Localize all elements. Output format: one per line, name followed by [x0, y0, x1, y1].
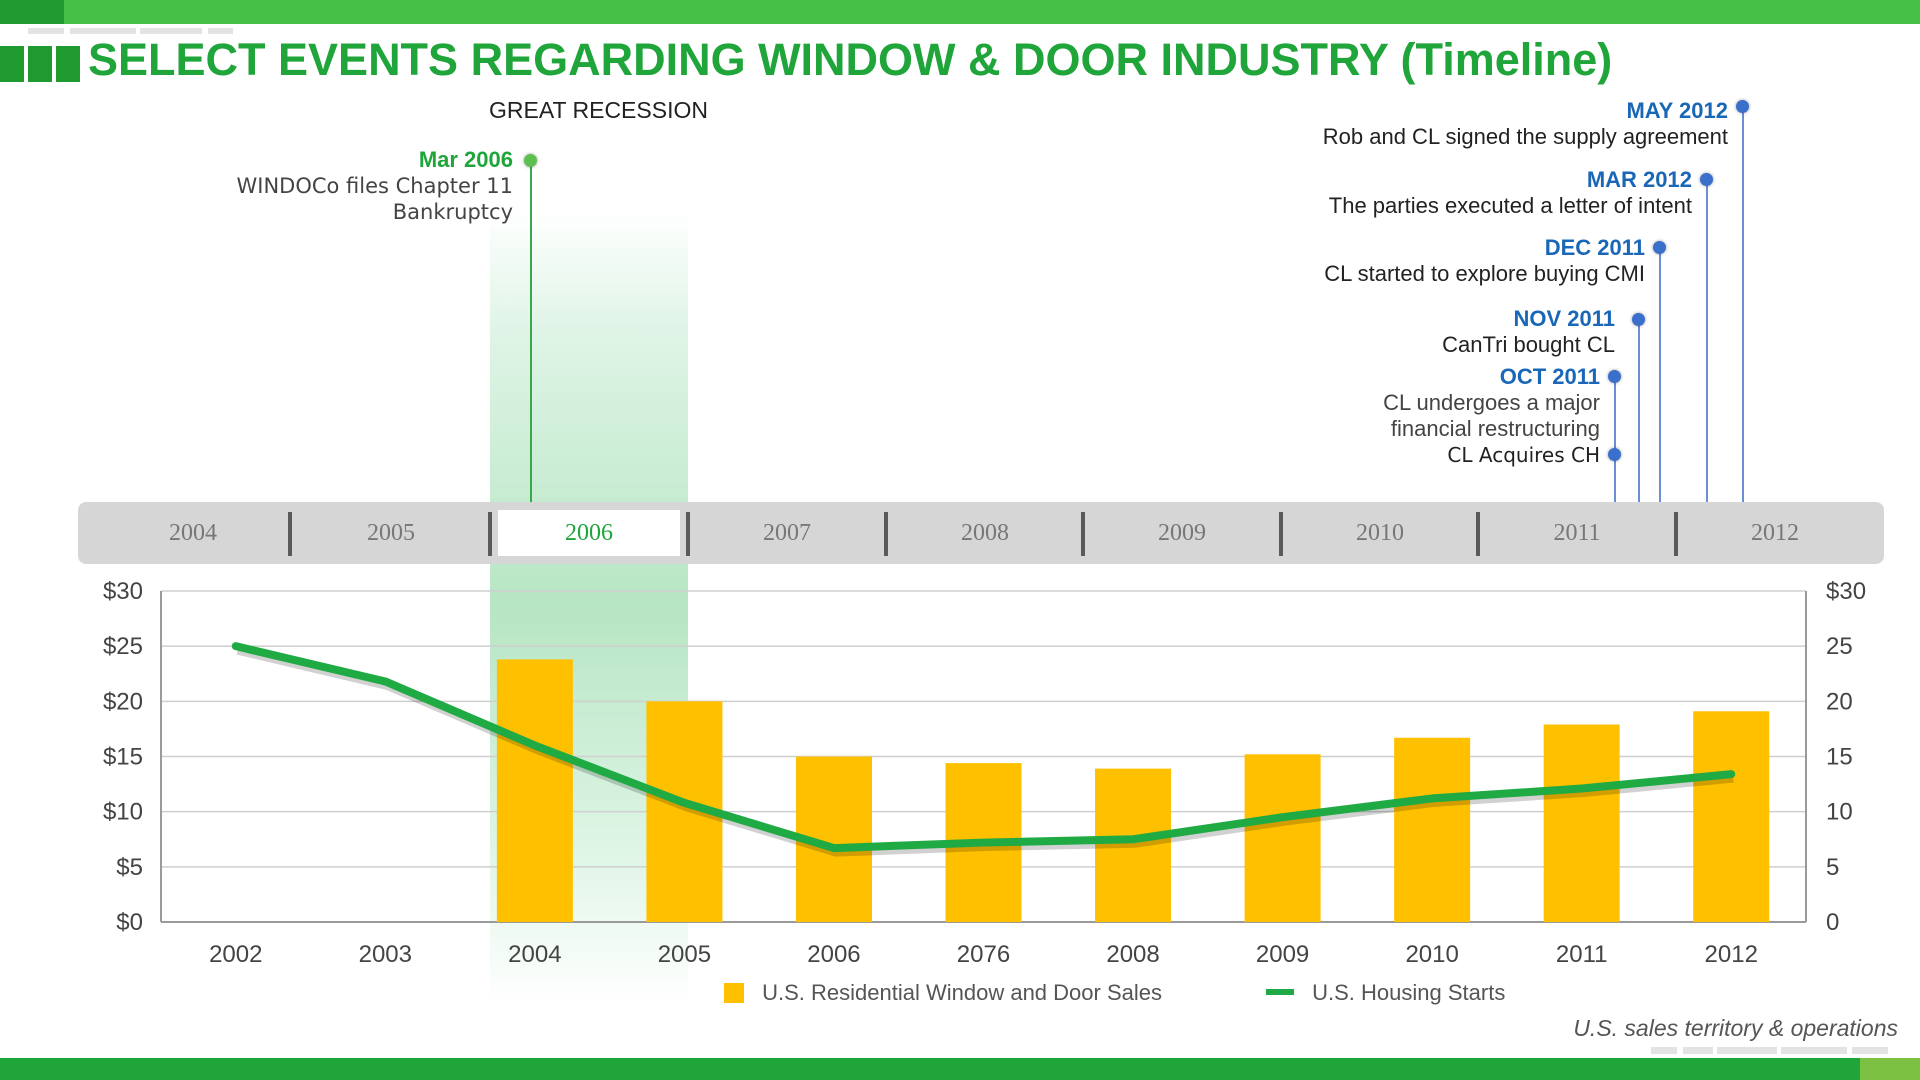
bar	[1244, 754, 1321, 922]
legend-swatch-line	[1266, 989, 1294, 995]
timeline-year[interactable]: 2007	[763, 520, 811, 546]
timeline-year[interactable]: 2012	[1751, 520, 1799, 546]
timeline-year[interactable]: 2011	[1553, 520, 1601, 546]
x-tick-label: 2076	[957, 941, 1010, 968]
y-tick-label-left: $5	[116, 854, 143, 881]
timeline-separator	[1081, 512, 1085, 556]
x-tick-label: 2012	[1705, 941, 1758, 968]
y-tick-label-left: $20	[103, 688, 143, 715]
y-tick-label-left: $25	[103, 633, 143, 660]
x-tick-label: 2010	[1405, 941, 1458, 968]
event-mar-2012: MAR 2012 The parties executed a letter o…	[1329, 167, 1692, 219]
bar	[1693, 711, 1770, 922]
timeline-separator	[488, 512, 492, 556]
event-line-may-2012	[1742, 108, 1744, 502]
bar	[1095, 768, 1172, 922]
event-desc: CL started to explore buying CMI	[1324, 261, 1645, 286]
event-desc: CL Acquires CH	[1447, 443, 1600, 467]
event-desc: Bankruptcy	[392, 200, 513, 224]
sales-housing-chart: $0 $5 $10 $15 $20 $25 $30 0 5 10 15 20 25 $30 2002 2003…	[103, 578, 1866, 968]
event-dec-2011: DEC 2011 CL started to explore buying CM…	[1324, 235, 1645, 287]
event-line-mar-2012	[1706, 180, 1708, 502]
event-dot-nov-2011	[1632, 313, 1645, 326]
timeline-separator	[686, 512, 690, 556]
timeline-separator	[1476, 512, 1480, 556]
timeline-separator	[288, 512, 292, 556]
event-line-nov-2011	[1638, 320, 1640, 502]
y-tick-label-right: 25	[1826, 633, 1853, 660]
event-line-oct-2011	[1614, 377, 1616, 502]
page-title: SELECT EVENTS REGARDING WINDOW & DOOR IN…	[88, 34, 1613, 85]
y-tick-label-left: $15	[103, 744, 143, 771]
y-tick-label-right: 15	[1826, 744, 1853, 771]
y-tick-label-right: 10	[1826, 799, 1853, 826]
footer-accent	[1860, 1058, 1920, 1080]
event-dot-may-2012	[1736, 100, 1749, 113]
x-tick-label: 2003	[359, 941, 412, 968]
legend: U.S. Housing Starts	[1266, 980, 1505, 1006]
event-dot-mar-2012	[1700, 173, 1713, 186]
y-tick-label-left: $10	[103, 799, 143, 826]
y-tick-label-right: 5	[1826, 854, 1839, 881]
legend-label-housing: U.S. Housing Starts	[1312, 980, 1506, 1005]
x-tick-label: 2009	[1256, 941, 1309, 968]
legend-swatch-bar	[724, 983, 744, 1003]
bar	[1543, 724, 1620, 922]
timeline-year[interactable]: 2010	[1356, 520, 1404, 546]
y-tick-label-right: 20	[1826, 688, 1853, 715]
x-tick-label: 2006	[807, 941, 860, 968]
timeline-year[interactable]: 2009	[1158, 520, 1206, 546]
y-tick-label-right: 0	[1826, 909, 1839, 936]
timeline-year[interactable]: 2004	[169, 520, 217, 546]
timeline-bar: 2004 2005 2006 2007 2008 2009 2010 2011 …	[78, 502, 1884, 564]
event-may-2012: MAY 2012 Rob and CL signed the supply ag…	[1323, 98, 1728, 150]
timeline-separator	[1279, 512, 1283, 556]
y-tick-label-left: $0	[116, 909, 143, 936]
timeline-year[interactable]: 2005	[367, 520, 415, 546]
event-desc: WINDOCo files Chapter 11	[236, 174, 513, 198]
event-desc: Rob and CL signed the supply agreement	[1322, 124, 1728, 149]
x-tick-label: 2004	[508, 941, 561, 968]
event-desc: CL undergoes a major	[1383, 390, 1600, 415]
event-date: MAY 2012	[1626, 98, 1728, 123]
event-date: NOV 2011	[1513, 306, 1615, 331]
event-date: OCT 2011	[1499, 364, 1600, 389]
event-desc: The parties executed a letter of intent	[1328, 193, 1692, 218]
event-desc: financial restructuring	[1390, 416, 1600, 441]
top-accent-bar	[0, 0, 1920, 24]
event-date: DEC 2011	[1544, 235, 1645, 260]
legend: U.S. Residential Window and Door Sales	[724, 980, 1162, 1006]
timeline-year[interactable]: 2008	[961, 520, 1009, 546]
bar	[496, 659, 573, 922]
x-tick-label: 2005	[658, 941, 711, 968]
footnote: U.S. sales territory & operations	[1573, 1015, 1898, 1041]
event-date: Mar 2006	[418, 147, 513, 172]
event-dot-cl-acquires-ch	[1608, 448, 1621, 461]
event-dot-oct-2011	[1608, 370, 1621, 383]
event-dot-dec-2011	[1653, 241, 1666, 254]
timeline-separator	[1674, 512, 1678, 556]
x-tick-label: 2008	[1106, 941, 1159, 968]
y-tick-label-right: $30	[1826, 578, 1866, 605]
x-tick-label: 2002	[209, 941, 262, 968]
timeline-separator	[884, 512, 888, 556]
event-dot-mar-2006	[524, 154, 537, 167]
timeline-year-active[interactable]: 2006	[565, 520, 613, 546]
event-oct-2011: OCT 2011 CL undergoes a major financial …	[1383, 364, 1600, 468]
event-date: MAR 2012	[1586, 167, 1692, 192]
great-recession-label: GREAT RECESSION	[489, 97, 708, 123]
event-line-dec-2011	[1659, 248, 1661, 502]
event-desc: CanTri bought CL	[1442, 332, 1615, 357]
bar	[1394, 737, 1471, 922]
event-nov-2011: NOV 2011 CanTri bought CL	[1442, 306, 1615, 358]
timeline-active-year-highlight	[498, 510, 680, 556]
top-accent-stripes	[0, 24, 300, 34]
footer-bar	[0, 1058, 1920, 1080]
legend-label-sales: U.S. Residential Window and Door Sales	[762, 980, 1162, 1005]
x-tick-label: 2011	[1556, 941, 1608, 968]
event-mar-2006: Mar 2006 WINDOCo files Chapter 11 Bankru…	[236, 147, 513, 225]
event-line-mar-2006	[530, 160, 532, 502]
y-tick-label-left: $30	[103, 578, 143, 605]
